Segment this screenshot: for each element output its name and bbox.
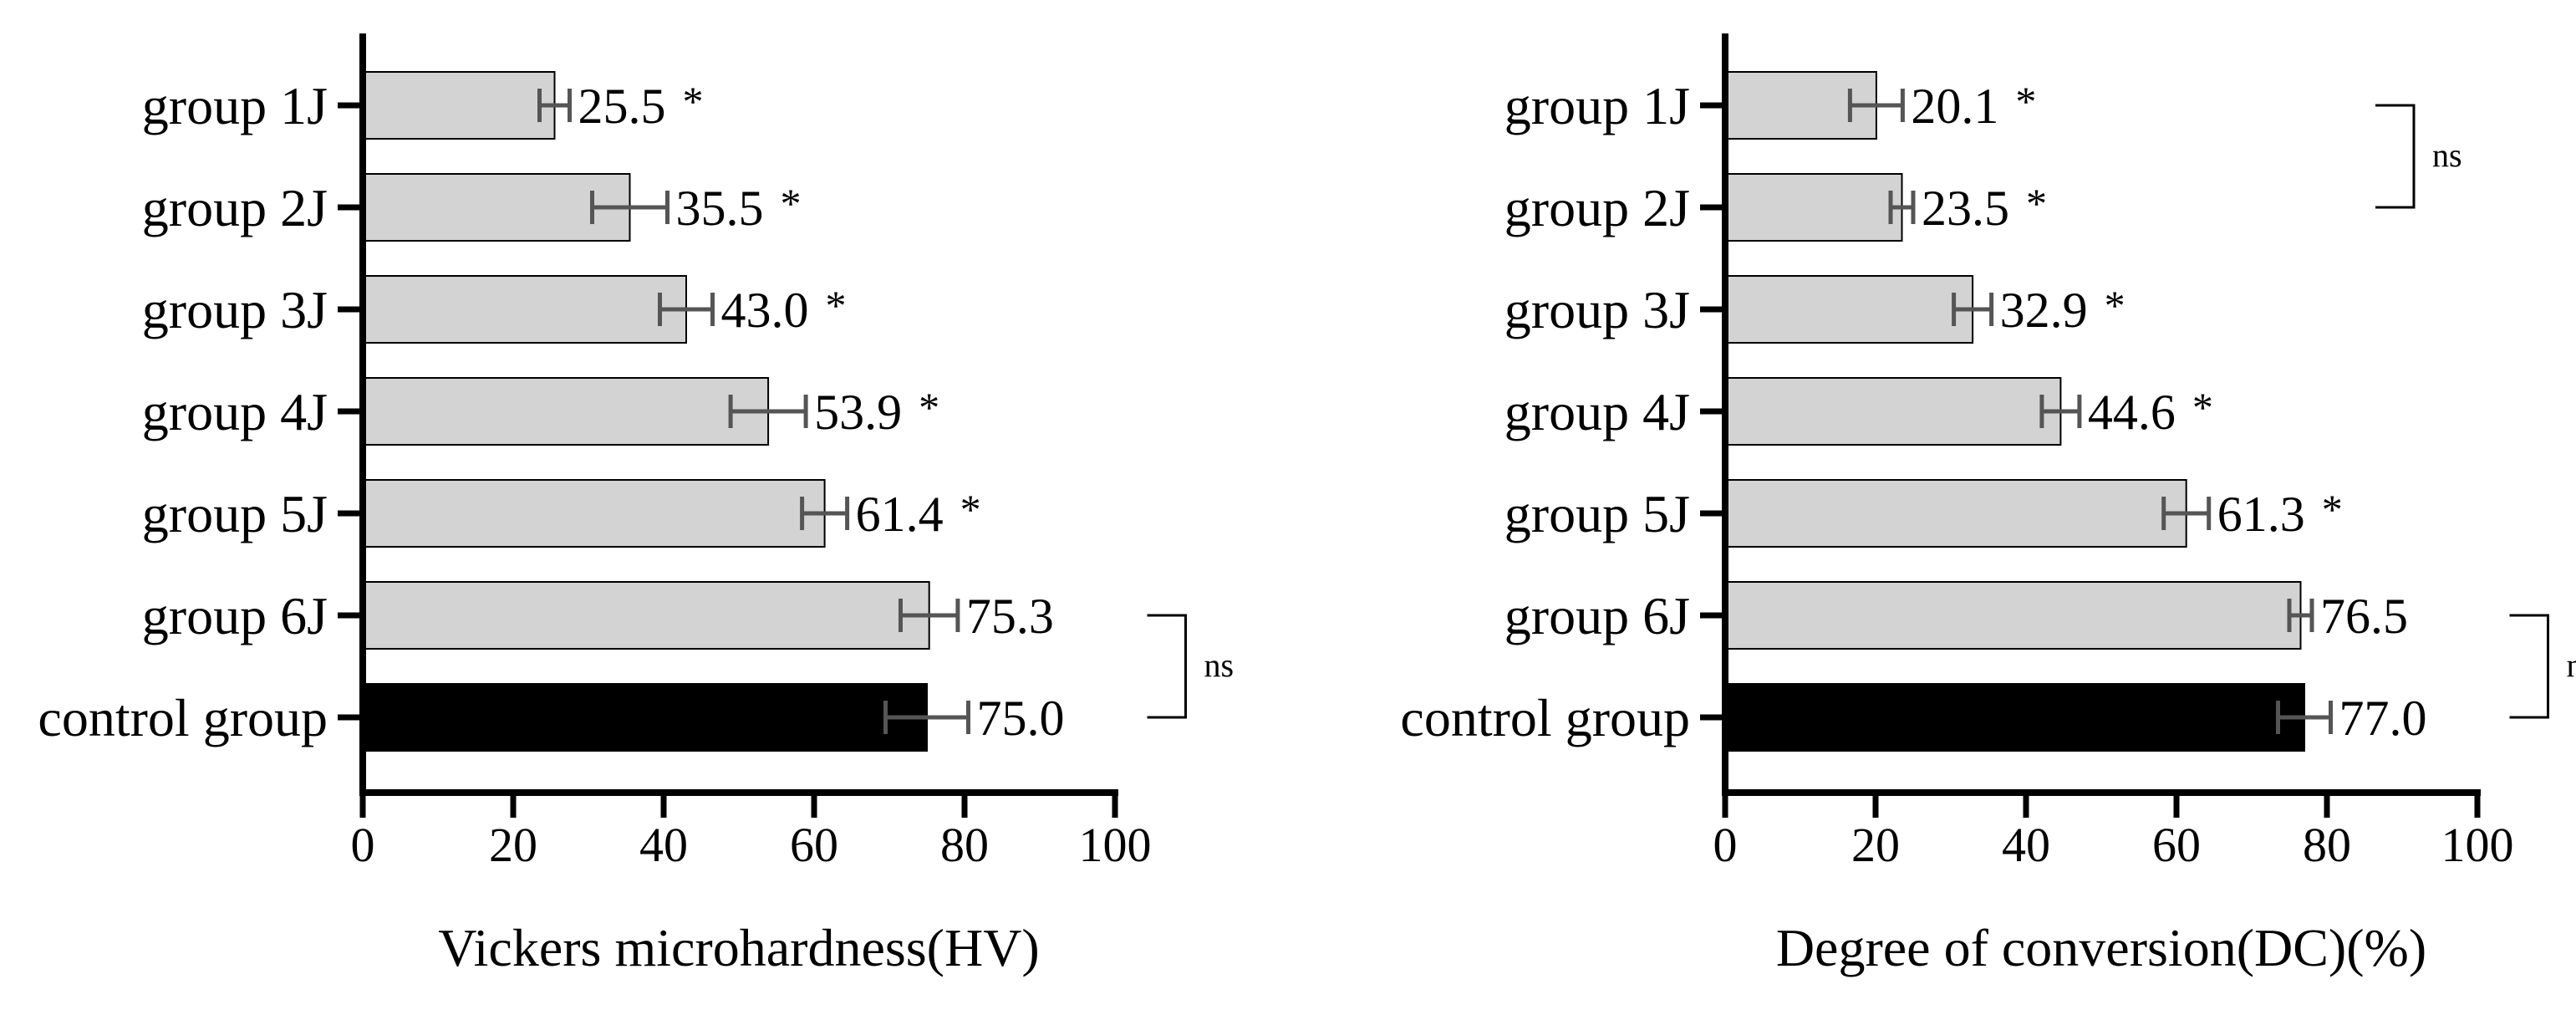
x-tick-label-0: 0 [1713,818,1738,872]
bar-1 [362,173,631,242]
bar-0 [362,71,556,140]
x-axis-title: Degree of conversion(DC)(%) [1776,918,2426,977]
value-label-3: 44.6 [2088,385,2176,440]
category-label-2: group 3J [142,280,328,339]
x-tick-label-5: 100 [1079,818,1152,872]
category-label-4: group 5J [1504,484,1690,543]
x-tick-label-4: 80 [2303,818,2351,872]
significance-marker-4: * [960,486,981,533]
category-label-6: control group [38,688,328,747]
bar-5 [1724,581,2302,650]
bar-6 [362,683,928,752]
value-label-3: 53.9 [814,385,902,440]
significance-marker-1: * [781,180,802,227]
value-label-0: 25.5 [578,79,666,134]
x-tick-label-4: 80 [940,818,989,872]
bar-4 [1724,479,2187,548]
hardness-chart: 25.5 * group 1J 35.5 * group 2J 43.0 * group 3J 5… [38,33,1234,977]
x-tick-label-3: 60 [2152,818,2201,872]
conversion-chart: 20.1 * group 1J 23.5 * group 2J 32.9 * group 3J 4… [1400,33,2576,977]
category-label-1: group 2J [142,178,328,237]
category-label-0: group 1J [1504,76,1690,135]
x-tick-label-2: 40 [639,818,688,872]
value-label-4: 61.4 [856,487,944,542]
bracket-1 [2509,614,2549,719]
bar-2 [362,275,687,344]
category-label-0: group 1J [142,76,328,135]
bar-1 [1724,173,1903,242]
x-axis-title: Vickers microhardness(HV) [438,918,1039,977]
bracket-0 [2375,104,2416,209]
x-tick-label-1: 20 [1851,818,1900,872]
category-label-4: group 5J [142,484,328,543]
bracket-0 [1147,614,1187,719]
value-label-5: 75.3 [966,589,1054,644]
value-label-0: 20.1 [1911,79,1998,134]
significance-marker-0: * [683,78,704,125]
value-label-4: 61.3 [2217,487,2305,542]
x-tick-label-0: 0 [351,818,375,872]
x-tick-label-3: 60 [790,818,838,872]
value-label-1: 35.5 [676,181,764,236]
value-label-5: 76.5 [2320,589,2408,644]
category-label-6: control group [1400,688,1690,747]
significance-marker-3: * [919,384,939,431]
category-label-5: group 6J [1504,586,1690,645]
category-label-3: group 4J [1504,382,1690,441]
significance-marker-2: * [2105,282,2125,329]
bar-4 [362,479,826,548]
significance-marker-3: * [2192,384,2213,431]
x-tick-label-2: 40 [2002,818,2050,872]
bracket-label-0: ns [1204,646,1235,684]
value-label-6: 77.0 [2339,691,2427,746]
value-label-6: 75.0 [977,691,1065,746]
bar-6 [1724,683,2305,752]
x-tick-label-5: 100 [2441,818,2514,872]
bar-5 [362,581,930,650]
significance-marker-0: * [2015,78,2036,125]
bar-2 [1724,275,1974,344]
significance-marker-2: * [826,282,847,329]
significance-marker-4: * [2322,486,2343,533]
x-tick-label-1: 20 [489,818,537,872]
significance-marker-1: * [2026,180,2047,227]
bar-3 [1724,377,2062,446]
category-label-5: group 6J [142,586,328,645]
value-label-1: 23.5 [1922,181,2009,236]
value-label-2: 43.0 [721,283,809,338]
bracket-label-0: ns [2432,136,2462,174]
bracket-label-1: ns [2567,646,2576,684]
value-label-2: 32.9 [2000,283,2088,338]
category-label-3: group 4J [142,382,328,441]
category-label-2: group 3J [1504,280,1690,339]
bar-3 [362,377,770,446]
category-label-1: group 2J [1504,178,1690,237]
